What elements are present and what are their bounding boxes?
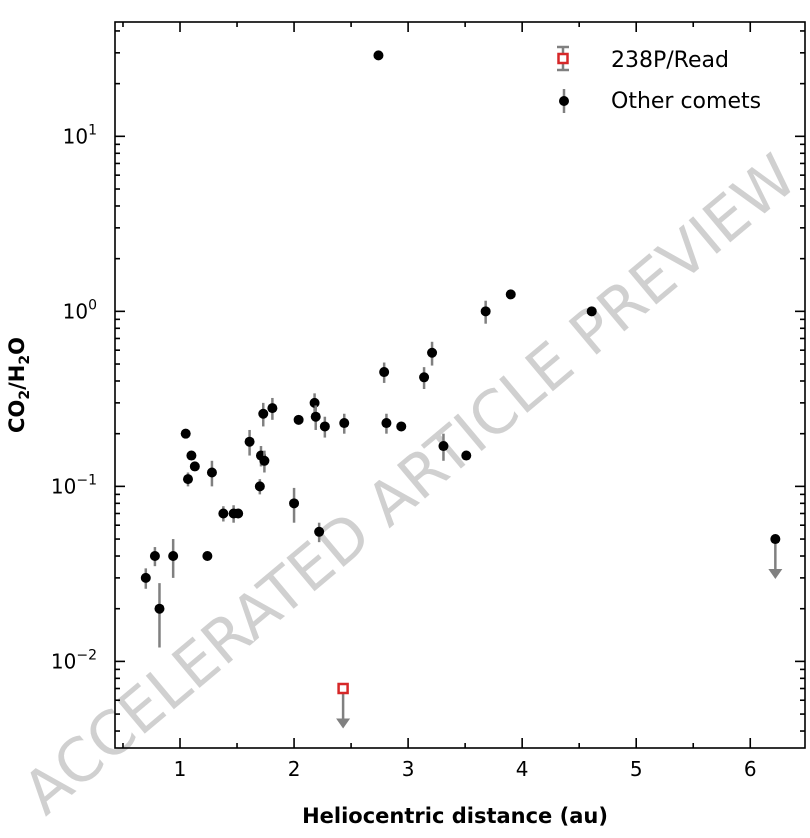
data-point-other-comet — [381, 418, 392, 429]
y-axis-label: CO2/H2O — [5, 337, 33, 433]
data-point-other-comet — [233, 508, 244, 519]
x-tick-label: 5 — [630, 757, 643, 781]
upper-limit-arrow-icon — [768, 569, 783, 580]
data-point-other-comet — [373, 50, 384, 61]
x-tick-label: 4 — [516, 757, 529, 781]
legend-marker-other — [559, 96, 569, 106]
data-point-other-comet — [182, 474, 193, 485]
legend: 238P/Read Other comets — [557, 45, 761, 114]
data-point-other-comet — [267, 403, 278, 414]
data-point-other-comet — [254, 481, 265, 492]
data-point-other-comet — [419, 372, 430, 383]
data-point-other-comet — [586, 306, 597, 317]
data-point-other-comet — [505, 289, 516, 300]
y-tick-label: 101 — [63, 122, 97, 148]
data-point-other-comet — [770, 534, 781, 545]
data-point-other-comet — [180, 428, 191, 439]
data-point-other-comet — [186, 450, 197, 461]
data-point-other-comet — [244, 436, 255, 447]
legend-marker-read — [557, 52, 569, 65]
y-tick-label: 10−1 — [51, 472, 97, 498]
data-point-other-comet — [319, 421, 330, 432]
data-point-other-comet — [427, 347, 438, 358]
data-point-other-comet — [396, 421, 407, 432]
legend-item-other: Other comets — [559, 89, 761, 114]
data-point-other-comet — [293, 414, 304, 425]
y-tick-label: 100 — [63, 297, 97, 323]
legend-label-other: Other comets — [611, 89, 761, 114]
data-point-other-comet — [202, 551, 213, 562]
data-point-other-comet — [379, 367, 390, 378]
data-point-other-comet — [259, 455, 270, 466]
watermark: ACCELERATED ARTICLE PREVIEW — [10, 142, 810, 829]
data-point-other-comet — [218, 508, 229, 519]
x-tick-label: 3 — [402, 757, 415, 781]
x-tick-label: 1 — [174, 757, 187, 781]
data-point-other-comet — [310, 411, 321, 422]
data-point-other-comet — [206, 467, 217, 478]
y-tick-label: 10−2 — [51, 647, 97, 673]
upper-limit-arrow-icon — [336, 718, 351, 729]
data-point-other-comet — [339, 418, 350, 429]
plot-frame — [114, 21, 806, 749]
data-point-238p-read — [337, 682, 349, 695]
data-point-other-comet — [461, 450, 472, 461]
x-axis-label: Heliocentric distance (au) — [302, 804, 608, 828]
data-point-other-comet — [309, 397, 320, 408]
data-point-other-comet — [168, 551, 179, 562]
x-tick-label: 2 — [288, 757, 301, 781]
data-point-other-comet — [258, 408, 269, 419]
data-point-other-comet — [140, 572, 151, 583]
data-point-other-comet — [154, 603, 165, 614]
data-point-other-comet — [314, 526, 325, 537]
data-point-other-comet — [189, 461, 200, 472]
x-tick-label: 6 — [744, 757, 757, 781]
legend-item-read: 238P/Read — [557, 45, 729, 73]
data-point-other-comet — [480, 306, 491, 317]
data-point-other-comet — [438, 441, 449, 452]
legend-label-read: 238P/Read — [611, 48, 729, 73]
data-point-other-comet — [289, 498, 300, 509]
data-point-other-comet — [149, 551, 160, 562]
